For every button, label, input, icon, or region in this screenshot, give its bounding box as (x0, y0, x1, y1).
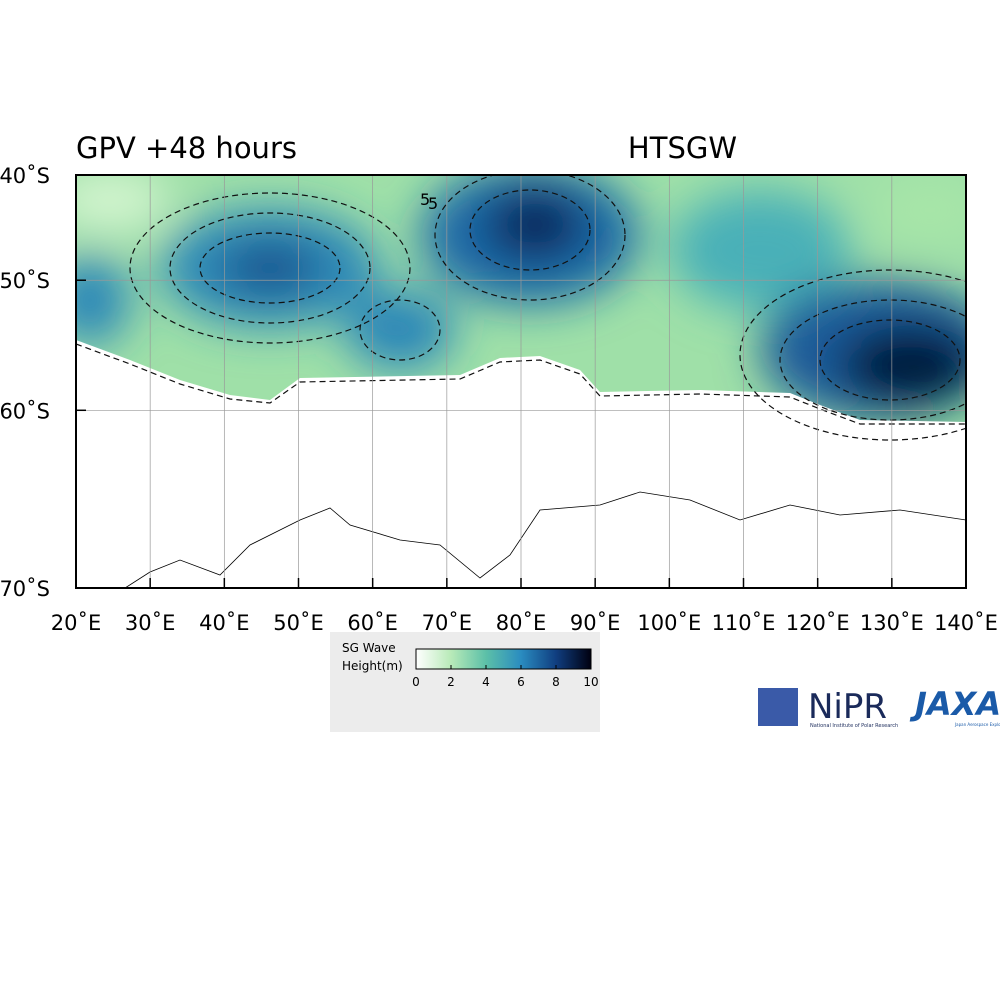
wave-field (76, 175, 966, 588)
colorbar-tick-label: 2 (447, 675, 455, 689)
x-tick-label: 20˚E (51, 611, 102, 635)
contour-label: 5 (428, 194, 438, 213)
y-tick-label: 70˚S (0, 577, 50, 601)
jaxa-subtext: Japan Aerospace Exploration Agency (954, 722, 1000, 727)
colorbar-ticks: 0 2 4 6 8 10 (412, 665, 599, 689)
title-right: HTSGW (628, 131, 737, 165)
title-left: GPV +48 hours (76, 131, 297, 165)
colorbar (415, 648, 592, 670)
x-tick-label: 100˚E (637, 611, 701, 635)
colorbar-tick-label: 0 (412, 675, 420, 689)
colorbar-label: Height(m) (342, 659, 403, 673)
nipr-text: NiPR (808, 687, 887, 727)
colorbar-tick-label: 4 (482, 675, 490, 689)
x-tick-label: 110˚E (712, 611, 776, 635)
jaxa-text: JAXA (909, 685, 1000, 723)
x-tick-label: 60˚E (347, 611, 398, 635)
nipr-logo: NiPR National Institute of Polar Researc… (758, 687, 898, 729)
nipr-subtext: National Institute of Polar Research (810, 723, 898, 729)
y-tick-label: 50˚S (0, 269, 50, 293)
colorbar-tick-label: 10 (583, 675, 598, 689)
y-tick-label: 60˚S (0, 399, 50, 423)
x-tick-label: 120˚E (786, 611, 850, 635)
map-frame (75, 174, 967, 589)
colorbar-label: SG Wave (342, 641, 396, 655)
x-tick-label: 50˚E (273, 611, 324, 635)
jaxa-logo: JAXA Japan Aerospace Exploration Agency (909, 685, 1000, 727)
x-tick-label: 130˚E (860, 611, 924, 635)
colorbar-tick-label: 8 (552, 675, 560, 689)
x-tick-label: 70˚E (422, 611, 473, 635)
x-tick-label: 140˚E (934, 611, 998, 635)
x-tick-label: 30˚E (125, 611, 176, 635)
x-tick-label: 40˚E (199, 611, 250, 635)
contour-label: 5 (420, 190, 430, 209)
y-tick-label: 40˚S (0, 164, 50, 188)
x-tick-label: 80˚E (496, 611, 547, 635)
colorbar-tick-label: 6 (517, 675, 525, 689)
x-tick-label: 90˚E (570, 611, 621, 635)
